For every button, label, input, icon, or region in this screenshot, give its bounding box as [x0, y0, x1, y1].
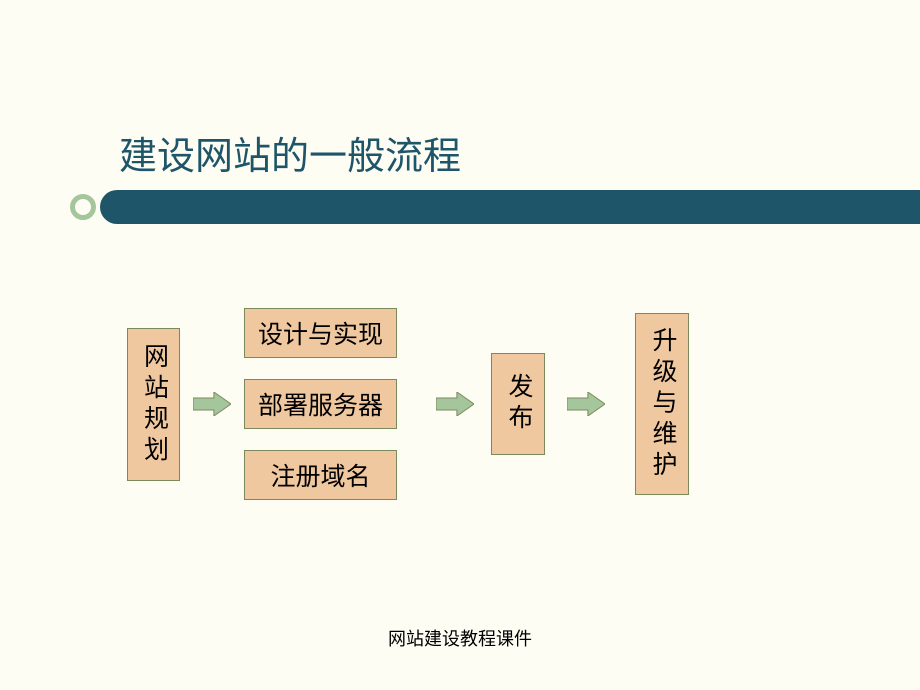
- slide-title: 建设网站的一般流程: [119, 125, 461, 180]
- slide-container: 建设网站的一般流程 网站规划 设计与实现 部署服务器 注册域名 发布 升级与维护…: [0, 0, 920, 690]
- flow-box-deploy: 部署服务器: [244, 379, 397, 429]
- flow-box-planning: 网站规划: [127, 328, 180, 481]
- flow-box-publish: 发布: [491, 353, 545, 455]
- flow-box-maintain: 升级与维护: [635, 313, 689, 495]
- slide-footer: 网站建设教程课件: [0, 625, 920, 651]
- flow-arrow-1: [193, 392, 231, 416]
- flow-arrow-3: [567, 392, 605, 416]
- title-bullet: [70, 194, 96, 220]
- title-band: [100, 190, 920, 224]
- flow-box-design: 设计与实现: [244, 308, 397, 358]
- flow-box-domain: 注册域名: [244, 450, 397, 500]
- flow-arrow-2: [436, 392, 474, 416]
